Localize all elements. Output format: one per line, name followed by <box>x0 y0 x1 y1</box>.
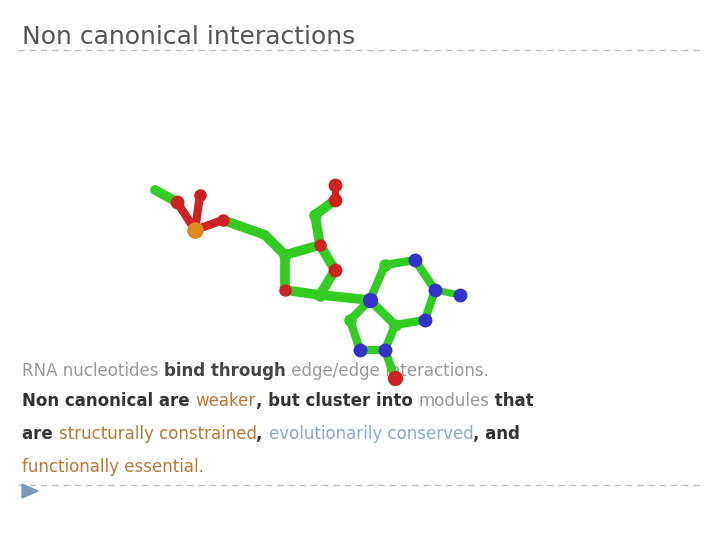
Text: structurally constrained: structurally constrained <box>58 425 256 443</box>
Text: that: that <box>490 392 534 410</box>
Text: weaker: weaker <box>195 392 256 410</box>
Text: evolutionarily conserved: evolutionarily conserved <box>269 425 473 443</box>
Text: modules: modules <box>418 392 490 410</box>
Polygon shape <box>22 484 38 498</box>
Text: ,: , <box>256 425 269 443</box>
Text: Non canonical interactions: Non canonical interactions <box>22 25 355 49</box>
Text: RNA nucleotides: RNA nucleotides <box>22 362 163 380</box>
Text: are: are <box>22 425 58 443</box>
Text: bind through: bind through <box>163 362 286 380</box>
Text: , but cluster into: , but cluster into <box>256 392 418 410</box>
Text: edge/edge interactions.: edge/edge interactions. <box>286 362 488 380</box>
Text: Non canonical are: Non canonical are <box>22 392 195 410</box>
Text: functionally essential.: functionally essential. <box>22 458 204 476</box>
Text: , and: , and <box>473 425 521 443</box>
